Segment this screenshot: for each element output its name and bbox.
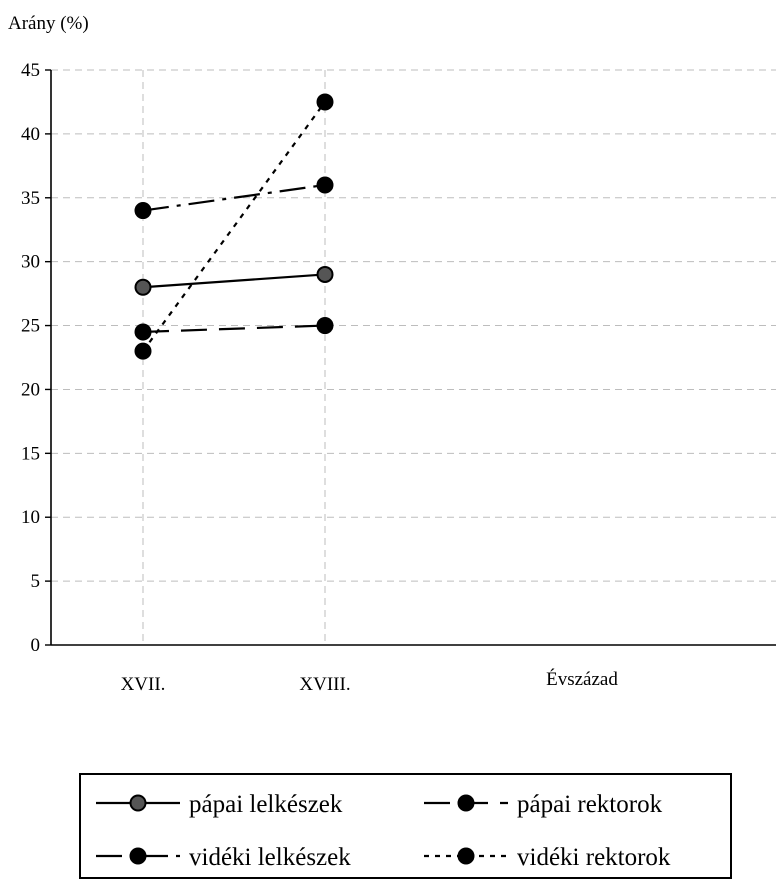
y-tick-label: 35 [21,188,40,209]
legend-item: vidéki rektorok [424,844,671,871]
y-tick-label: 5 [31,571,41,592]
data-point [316,317,334,335]
series-line [142,183,326,212]
data-point [134,323,152,341]
y-tick-label: 0 [31,635,41,656]
x-tick-label: XVII. [121,674,166,695]
legend-item: pápai lelkészek [96,791,343,818]
y-axis-label: Arány (%) [8,13,89,34]
y-tick-label: 30 [21,252,40,273]
legend-box [79,773,732,879]
legend-label: vidéki lelkészek [189,844,351,871]
y-tick-label: 15 [21,443,40,464]
data-point [134,202,152,220]
y-tick-label: 25 [21,316,40,337]
data-point [134,278,152,296]
series-line [142,324,326,334]
legend-marker [457,794,475,812]
y-axis-ticks: 0 5 10 15 20 25 30 35 40 45 [21,60,51,656]
legend-label: pápai lelkészek [189,791,343,818]
series-line [142,101,326,352]
series-2 [134,317,334,341]
y-tick-label: 20 [21,379,40,400]
data-point [134,342,152,360]
x-axis-ticks: XVII. XVIII. [121,674,351,695]
data-point [316,176,334,194]
series-4 [134,93,334,360]
x-tick-label: XVIII. [299,674,350,695]
series-1 [134,265,334,296]
grid-lines [51,69,776,645]
legend-label: pápai rektorok [517,791,663,818]
series-3 [134,176,334,220]
y-tick-label: 10 [21,507,40,528]
legend: pápai lelkészek pápai rektorok vidéki lelk… [79,773,732,879]
legend-marker [129,794,147,812]
x-axis-title: Évszázad [546,668,618,690]
series-lines [134,93,334,360]
legend-item: vidéki lelkészek [96,844,351,871]
legend-marker [129,847,147,865]
y-tick-label: 40 [21,124,40,145]
data-point [316,265,334,283]
legend-marker [457,847,475,865]
legend-label: vidéki rektorok [517,844,671,871]
data-point [316,93,334,111]
legend-item: pápai rektorok [424,791,663,818]
series-line [142,273,326,289]
y-tick-label: 45 [21,60,40,81]
